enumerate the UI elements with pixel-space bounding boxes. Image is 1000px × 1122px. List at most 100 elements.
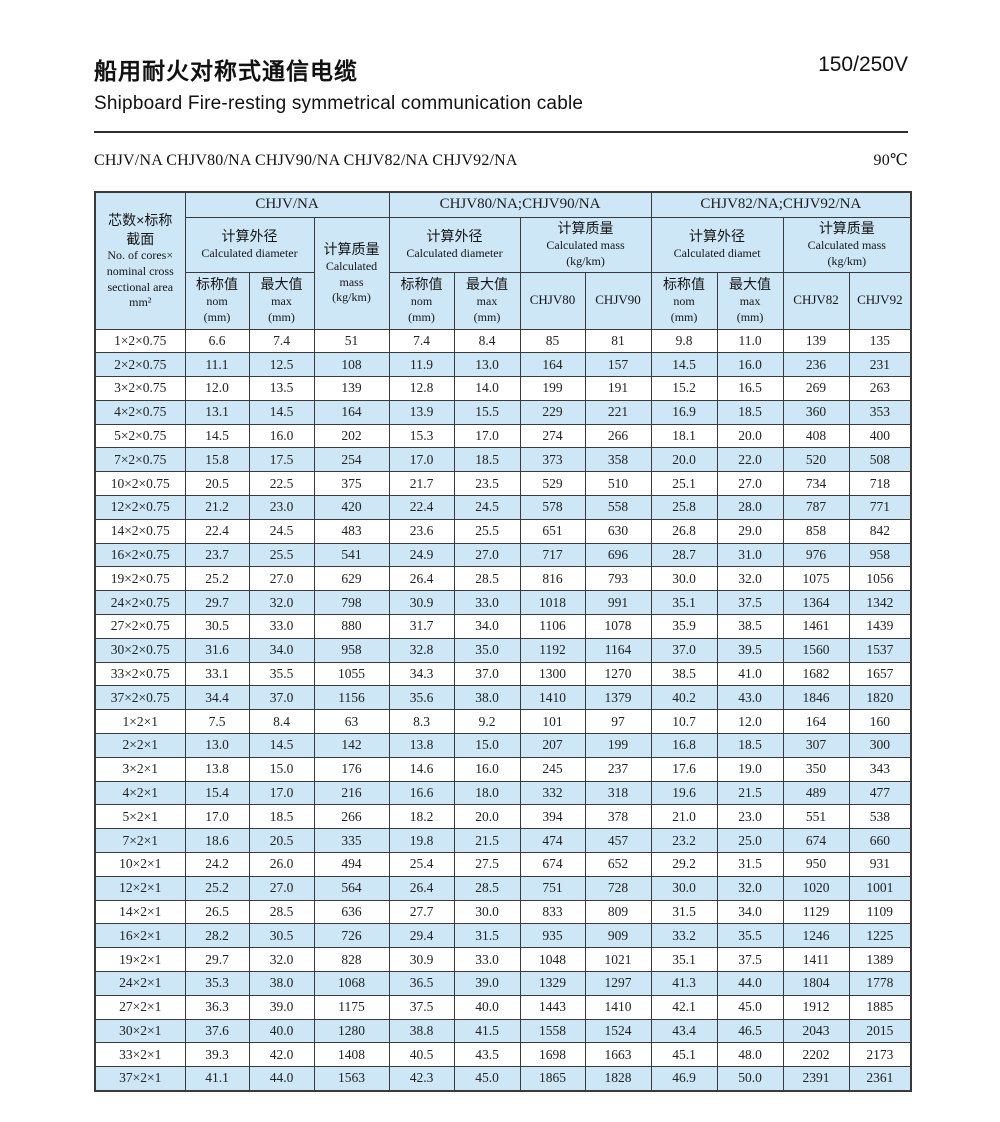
value-cell: 35.1: [650, 590, 718, 616]
value-cell: 23.0: [248, 495, 315, 520]
value-cell: 31.5: [453, 923, 521, 949]
value-cell: 176: [313, 756, 390, 782]
value-cell: 1820: [848, 685, 912, 711]
value-cell: 1411: [782, 947, 850, 973]
value-cell: 97: [584, 709, 652, 735]
value-cell: 101: [519, 709, 586, 735]
value-cell: 353: [848, 399, 912, 425]
table-row: 1×2×1 7.5 8.4 63 8.3 9.2 101 97 10.7 12.0 164 160: [94, 709, 912, 735]
value-cell: 28.2: [184, 923, 250, 949]
value-cell: 1558: [519, 1018, 586, 1044]
value-cell: 16.0: [453, 756, 521, 782]
table-row: 5×2×1 17.0 18.5 266 18.2 20.0 394 378 21.0 23.0 55…: [94, 804, 912, 830]
value-cell: 41.5: [453, 1018, 521, 1044]
value-cell: 494: [313, 852, 390, 877]
header-max-g3-zh: 最大值: [729, 276, 772, 293]
value-cell: 394: [519, 804, 586, 830]
model-list: CHJV/NA CHJV80/NA CHJV90/NA CHJV82/NA CH…: [94, 152, 518, 169]
value-cell: 25.5: [248, 542, 315, 568]
value-cell: 63: [313, 709, 390, 735]
value-cell: 734: [782, 471, 850, 497]
value-cell: 12.8: [388, 376, 455, 401]
header-mass-g1: 计算质量 Calculated mass (kg/km): [313, 216, 390, 330]
value-cell: 13.9: [388, 399, 455, 425]
value-cell: 7.5: [184, 709, 250, 735]
header-nom-g3-zh: 标称值: [663, 276, 706, 293]
value-cell: 816: [519, 566, 586, 592]
value-cell: 18.5: [453, 447, 521, 473]
value-cell: 135: [848, 328, 912, 354]
header-diameter-g2-zh: 计算外径: [426, 228, 483, 245]
value-cell: 1164: [584, 637, 652, 663]
value-cell: 858: [782, 518, 850, 544]
value-cell: 976: [782, 542, 850, 568]
value-cell: 36.5: [388, 971, 455, 996]
value-cell: 1657: [848, 661, 912, 687]
value-cell: 31.0: [716, 542, 784, 568]
table-row: 16×2×1 28.2 30.5 726 29.4 31.5 935 909 33.2 35.5 1…: [94, 923, 912, 949]
value-cell: 14.5: [248, 733, 315, 758]
value-cell: 1379: [584, 685, 652, 711]
value-cell: 50.0: [716, 1066, 784, 1091]
value-cell: 26.0: [248, 852, 315, 877]
value-cell: 1682: [782, 661, 850, 687]
value-cell: 25.2: [184, 875, 250, 901]
value-cell: 350: [782, 756, 850, 782]
header-spec: 芯数×标称 截面 No. of cores× nominal cross sec…: [94, 191, 186, 330]
value-cell: 408: [782, 423, 850, 449]
temperature-rating: 90℃: [873, 152, 908, 169]
value-cell: 34.3: [388, 661, 455, 687]
value-cell: 157: [584, 352, 652, 378]
header-max-g1: 最大值 max (mm): [248, 271, 315, 330]
value-cell: 35.1: [650, 947, 718, 973]
value-cell: 1078: [584, 614, 652, 639]
value-cell: 35.3: [184, 971, 250, 996]
table-row: 30×2×1 37.6 40.0 1280 38.8 41.5 1558 1524 43.4 46…: [94, 1018, 912, 1044]
header-mass-g3: 计算质量 Calculated mass (kg/km): [782, 216, 912, 273]
value-cell: 24.2: [184, 852, 250, 877]
value-cell: 36.3: [184, 994, 250, 1020]
value-cell: 564: [313, 875, 390, 901]
value-cell: 1068: [313, 971, 390, 996]
value-cell: 2173: [848, 1042, 912, 1068]
header-mass-g2-en: Calculated mass (kg/km): [546, 238, 625, 268]
table-row: 19×2×1 29.7 32.0 828 30.9 33.0 1048 1021 35.1 37.…: [94, 947, 912, 973]
value-cell: 37.5: [716, 590, 784, 616]
value-cell: 20.0: [453, 804, 521, 830]
spec-cell: 10×2×0.75: [94, 471, 186, 497]
value-cell: 558: [584, 495, 652, 520]
header-mass-g2-zh: 计算质量: [557, 220, 614, 237]
header-group-chjv80-90: CHJV80/NA;CHJV90/NA: [388, 191, 652, 218]
value-cell: 274: [519, 423, 586, 449]
value-cell: 520: [782, 447, 850, 473]
table-row: 37×2×0.75 34.4 37.0 1156 35.6 38.0 1410 1379 40.…: [94, 685, 912, 711]
value-cell: 8.3: [388, 709, 455, 735]
header-col-chjv90-label: CHJV90: [595, 292, 641, 308]
table-row: 14×2×1 26.5 28.5 636 27.7 30.0 833 809 31.5 34.0 1…: [94, 899, 912, 925]
value-cell: 108: [313, 352, 390, 378]
table-row: 3×2×0.75 12.0 13.5 139 12.8 14.0 199 191 15.2 16.…: [94, 376, 912, 401]
value-cell: 28.0: [716, 495, 784, 520]
header-col-chjv90: CHJV90: [584, 271, 652, 330]
spec-cell: 2×2×0.75: [94, 352, 186, 378]
value-cell: 216: [313, 780, 390, 806]
value-cell: 17.0: [388, 447, 455, 473]
header-nom-g1-en: nom (mm): [203, 294, 231, 324]
value-cell: 35.5: [248, 661, 315, 687]
value-cell: 18.0: [453, 780, 521, 806]
value-cell: 27.5: [453, 852, 521, 877]
value-cell: 21.5: [716, 780, 784, 806]
value-cell: 373: [519, 447, 586, 473]
value-cell: 22.4: [388, 495, 455, 520]
value-cell: 46.9: [650, 1066, 718, 1091]
value-cell: 14.5: [650, 352, 718, 378]
value-cell: 43.0: [716, 685, 784, 711]
spec-cell: 33×2×0.75: [94, 661, 186, 687]
value-cell: 578: [519, 495, 586, 520]
value-cell: 15.0: [248, 756, 315, 782]
header-diameter-g1: 计算外径 Calculated diameter: [184, 216, 315, 273]
value-cell: 300: [848, 733, 912, 758]
value-cell: 798: [313, 590, 390, 616]
value-cell: 771: [848, 495, 912, 520]
value-cell: 8.4: [453, 328, 521, 354]
